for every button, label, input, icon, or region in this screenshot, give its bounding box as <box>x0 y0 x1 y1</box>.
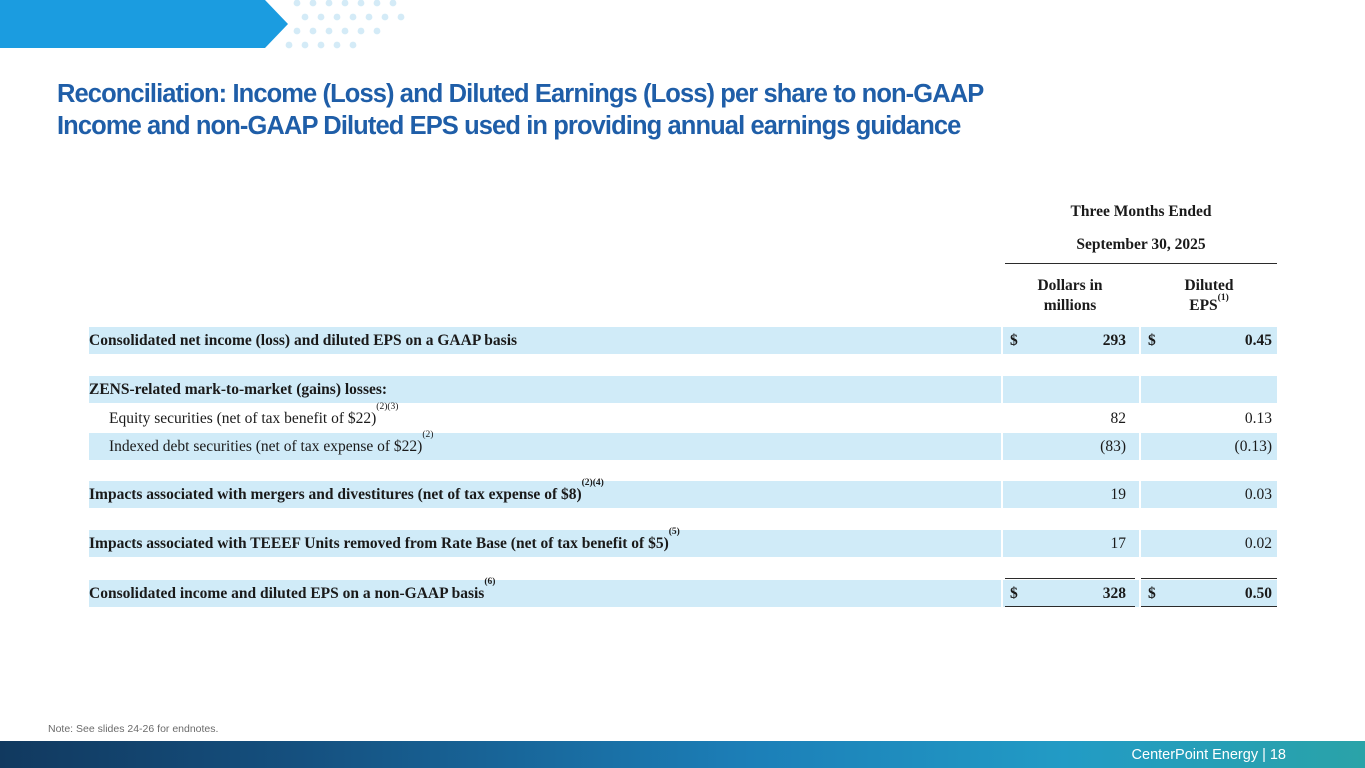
header-dot-pattern <box>285 0 405 49</box>
row-value-dollars: $293 <box>1010 332 1126 349</box>
row-value-dollars: (83) <box>1100 438 1126 455</box>
row-footnote: (2)(4) <box>581 478 604 488</box>
row-value-eps: $0.45 <box>1148 332 1272 349</box>
table-row-zens-heading: ZENS-related mark-to-market (gains) loss… <box>89 376 1277 403</box>
row-label: Impacts associated with TEEEF Units remo… <box>89 527 680 552</box>
row-value-eps: 0.13 <box>1244 410 1272 427</box>
column-header-eps: Diluted EPS(1) <box>1141 276 1277 316</box>
page-number: 18 <box>1269 747 1286 763</box>
footer-bar <box>0 741 1365 768</box>
table-row-non-gaap-total: Consolidated income and diluted EPS on a… <box>89 577 1277 607</box>
column-header-eps-line-1: Diluted <box>1184 277 1234 294</box>
row-value-eps: (0.13) <box>1234 438 1272 455</box>
header-accent-bar <box>0 0 288 48</box>
row-footnote: (5) <box>668 527 680 537</box>
total-rule-eps <box>1141 578 1277 579</box>
bottom-rule-dollars <box>1005 606 1135 607</box>
bottom-rule-eps <box>1141 606 1277 607</box>
row-label: Indexed debt securities (net of tax expe… <box>109 430 434 455</box>
column-header-dollars-line-2: millions <box>1043 297 1097 314</box>
header-rule <box>1005 263 1277 264</box>
row-label: Consolidated net income (loss) and dilut… <box>89 332 518 349</box>
footer-separator: | <box>1262 747 1266 763</box>
column-header-dollars: Dollars in millions <box>1005 276 1135 316</box>
column-header-eps-footnote: (1) <box>1217 293 1229 303</box>
row-label: Equity securities (net of tax benefit of… <box>109 402 399 427</box>
row-label: Impacts associated with mergers and dive… <box>89 478 604 503</box>
column-header-dollars-line-1: Dollars in <box>1037 277 1103 294</box>
period-date: September 30, 2025 <box>1076 236 1206 253</box>
slide-title-line-1: Reconciliation: Income (Loss) and Dilute… <box>57 80 984 108</box>
footer-company: CenterPoint Energy <box>1131 747 1259 763</box>
row-label: ZENS-related mark-to-market (gains) loss… <box>89 381 388 398</box>
row-footnote: (2) <box>422 430 434 440</box>
period-label: Three Months Ended <box>1070 203 1212 220</box>
row-value-dollars: 82 <box>1110 410 1127 427</box>
row-value-dollars: $328 <box>1010 585 1126 602</box>
row-value-eps: 0.02 <box>1244 535 1272 552</box>
row-label: Consolidated income and diluted EPS on a… <box>89 577 496 602</box>
row-value-dollars: 19 <box>1110 486 1127 503</box>
endnote-reference: Note: See slides 24-26 for endnotes. <box>48 723 219 735</box>
table-row-teeef: Impacts associated with TEEEF Units remo… <box>89 527 1277 557</box>
table-row-gaap: Consolidated net income (loss) and dilut… <box>89 327 1277 354</box>
column-header-eps-line-2: EPS(1) <box>1189 293 1229 314</box>
table-row-equity-securities: Equity securities (net of tax benefit of… <box>89 402 1277 432</box>
row-value-eps: $0.50 <box>1148 585 1272 602</box>
total-rule-dollars <box>1005 578 1135 579</box>
row-footnote: (2)(3) <box>376 402 399 412</box>
row-footnote: (6) <box>484 577 496 587</box>
table-row-indexed-debt: Indexed debt securities (net of tax expe… <box>89 430 1277 460</box>
table-row-mergers: Impacts associated with mergers and dive… <box>89 478 1277 508</box>
row-value-dollars: 17 <box>1110 535 1127 552</box>
slide-title-line-2: Income and non-GAAP Diluted EPS used in … <box>57 112 961 140</box>
slide-title: Reconciliation: Income (Loss) and Dilute… <box>57 78 1207 142</box>
footer-label: CenterPoint Energy | 18 <box>1132 747 1286 763</box>
row-value-eps: 0.03 <box>1244 486 1272 503</box>
